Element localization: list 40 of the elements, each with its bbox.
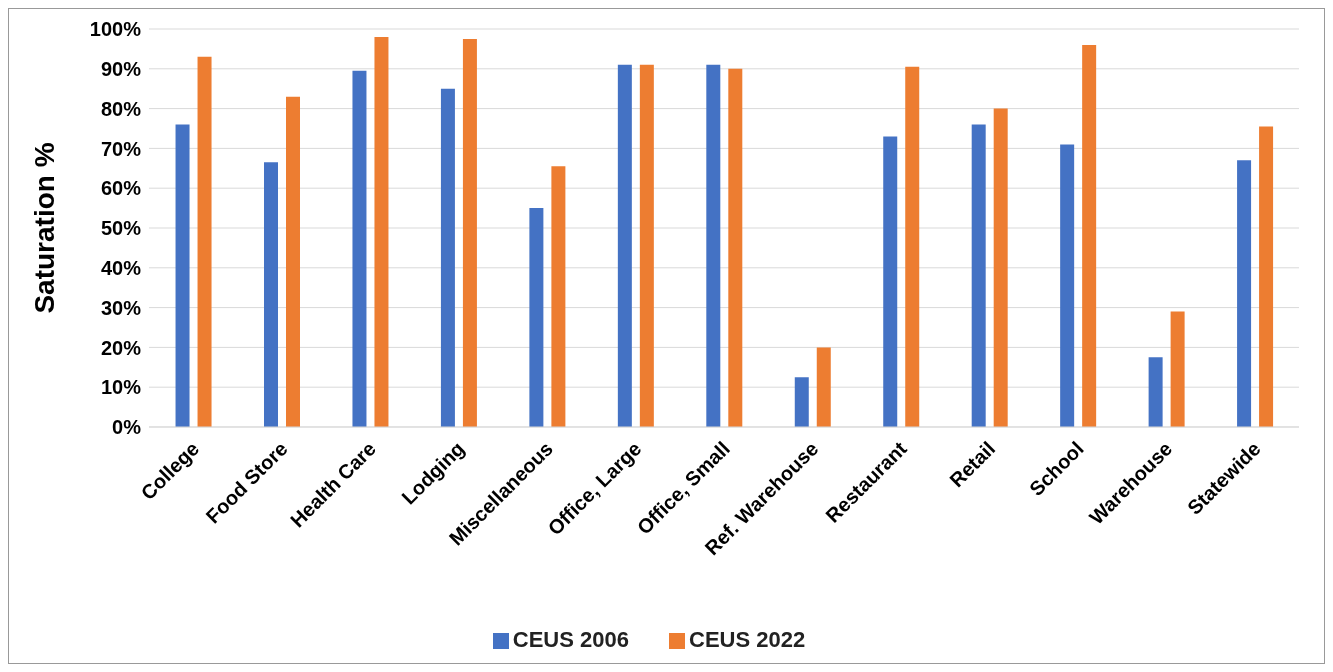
y-tick-label: 20%: [100, 336, 142, 359]
bar: [197, 56, 212, 427]
bar: [1170, 311, 1185, 427]
bar: [1259, 126, 1274, 427]
y-tick-label: 80%: [100, 97, 142, 120]
legend-label: CEUS 2006: [512, 627, 629, 652]
y-tick-label: 50%: [100, 217, 142, 240]
bar: [993, 108, 1008, 427]
bar: [175, 124, 190, 427]
bar: [794, 377, 809, 427]
bar: [462, 38, 477, 427]
y-tick-label: 10%: [100, 376, 142, 399]
bar: [440, 88, 455, 427]
y-tick-label: 0%: [112, 416, 142, 439]
y-tick-label: 100%: [89, 18, 142, 41]
bar: [374, 36, 389, 427]
bar: [706, 64, 721, 427]
y-axis-title: Saturation %: [28, 142, 60, 314]
bar: [617, 64, 632, 427]
bar: [1060, 144, 1075, 427]
y-tick-label: 90%: [100, 57, 142, 80]
bar: [971, 124, 986, 427]
bar: [529, 208, 544, 427]
bar: [1237, 160, 1252, 427]
bar: [883, 136, 898, 427]
y-tick-label: 30%: [100, 296, 142, 319]
legend-label: CEUS 2022: [689, 627, 806, 652]
y-tick-label: 40%: [100, 256, 142, 279]
bar: [905, 66, 920, 427]
bar: [816, 347, 831, 427]
y-tick-label: 60%: [100, 177, 142, 200]
bar: [352, 70, 367, 427]
bar: [1148, 357, 1163, 427]
y-tick-label: 70%: [100, 137, 142, 160]
bar: [551, 166, 566, 427]
bar: [264, 162, 278, 427]
bar: [286, 96, 300, 427]
bar: [728, 68, 743, 427]
bar: [639, 64, 654, 427]
bar: [1082, 44, 1097, 427]
